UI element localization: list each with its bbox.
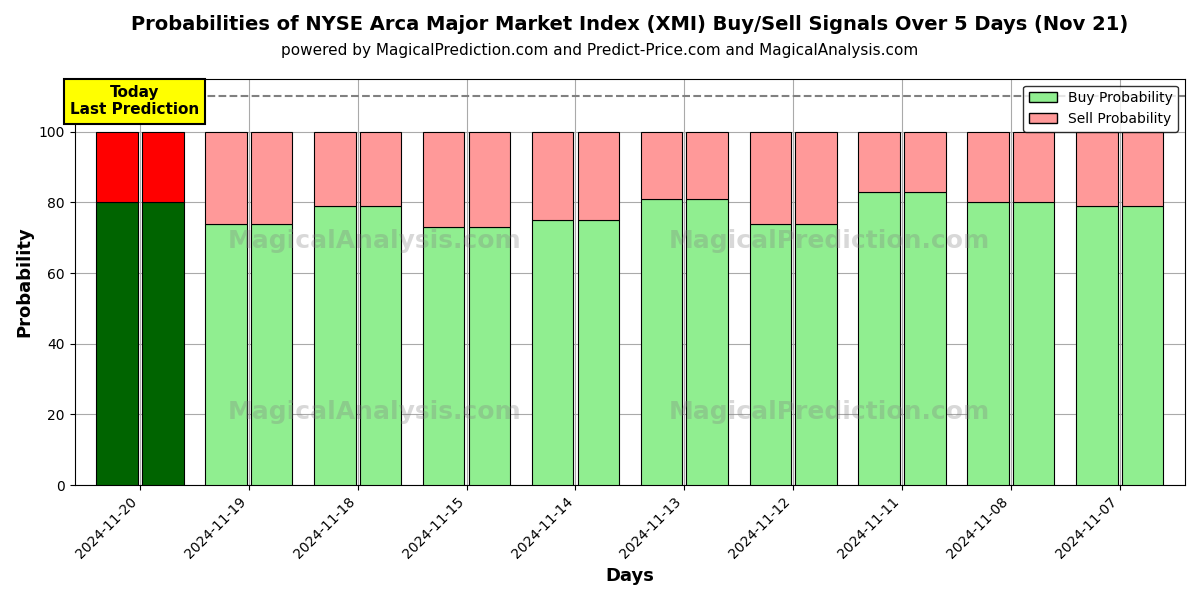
Bar: [314, 206, 355, 485]
Bar: [967, 202, 1009, 485]
Legend: Buy Probability, Sell Probability: Buy Probability, Sell Probability: [1024, 86, 1178, 131]
Bar: [469, 131, 510, 227]
Bar: [686, 131, 727, 199]
Bar: [750, 224, 791, 485]
Bar: [641, 131, 682, 199]
Bar: [532, 131, 574, 220]
Bar: [205, 224, 247, 485]
Text: MagicalAnalysis.com: MagicalAnalysis.com: [228, 229, 521, 253]
Bar: [858, 131, 900, 192]
Bar: [1122, 131, 1163, 206]
X-axis label: Days: Days: [605, 567, 654, 585]
Bar: [360, 131, 401, 206]
Bar: [142, 202, 184, 485]
Bar: [205, 131, 247, 224]
Title: Probabilities of NYSE Arca Major Market Index (XMI) Buy/Sell Signals Over 5 Days: Probabilities of NYSE Arca Major Market …: [131, 15, 1128, 34]
Bar: [1122, 206, 1163, 485]
Bar: [1013, 131, 1055, 202]
Bar: [96, 131, 138, 202]
Bar: [469, 227, 510, 485]
Bar: [1013, 202, 1055, 485]
Bar: [904, 192, 946, 485]
Bar: [686, 199, 727, 485]
Text: MagicalAnalysis.com: MagicalAnalysis.com: [228, 400, 521, 424]
Bar: [314, 131, 355, 206]
Text: MagicalPrediction.com: MagicalPrediction.com: [670, 400, 990, 424]
Bar: [422, 131, 464, 227]
Bar: [96, 202, 138, 485]
Bar: [750, 131, 791, 224]
Bar: [360, 206, 401, 485]
Text: Today
Last Prediction: Today Last Prediction: [70, 85, 199, 118]
Bar: [1076, 131, 1117, 206]
Y-axis label: Probability: Probability: [16, 226, 34, 337]
Bar: [796, 224, 836, 485]
Text: powered by MagicalPrediction.com and Predict-Price.com and MagicalAnalysis.com: powered by MagicalPrediction.com and Pre…: [281, 43, 919, 58]
Bar: [251, 131, 293, 224]
Bar: [532, 220, 574, 485]
Text: MagicalPrediction.com: MagicalPrediction.com: [670, 229, 990, 253]
Bar: [967, 131, 1009, 202]
Bar: [796, 131, 836, 224]
Bar: [142, 131, 184, 202]
Bar: [641, 199, 682, 485]
Bar: [904, 131, 946, 192]
Bar: [577, 131, 619, 220]
Bar: [422, 227, 464, 485]
Bar: [1076, 206, 1117, 485]
Bar: [251, 224, 293, 485]
Bar: [858, 192, 900, 485]
Bar: [577, 220, 619, 485]
